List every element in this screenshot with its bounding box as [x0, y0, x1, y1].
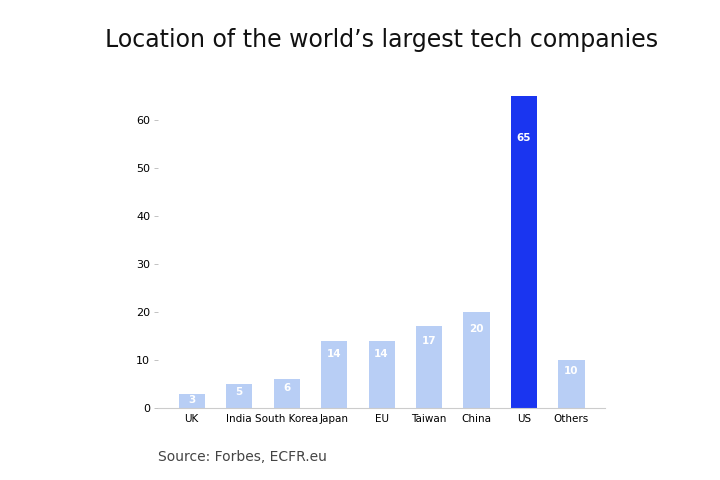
Bar: [464, 312, 490, 408]
Text: Source: Forbes, ECFR.eu: Source: Forbes, ECFR.eu: [158, 450, 328, 464]
Text: 5: 5: [235, 387, 243, 397]
Text: 10: 10: [564, 366, 579, 376]
Text: 20: 20: [469, 324, 484, 334]
Title: Location of the world’s largest tech companies: Location of the world’s largest tech com…: [105, 28, 658, 52]
Bar: [511, 96, 537, 408]
Text: 14: 14: [374, 349, 389, 359]
Bar: [321, 341, 347, 408]
Bar: [369, 341, 395, 408]
Text: 6: 6: [283, 383, 290, 393]
Bar: [226, 384, 252, 408]
Text: 65: 65: [517, 133, 531, 144]
Bar: [179, 394, 204, 408]
Text: 3: 3: [188, 396, 195, 405]
Bar: [416, 326, 442, 408]
Bar: [274, 379, 300, 408]
Text: 17: 17: [422, 336, 436, 346]
Bar: [559, 360, 585, 408]
Text: 14: 14: [327, 349, 341, 359]
